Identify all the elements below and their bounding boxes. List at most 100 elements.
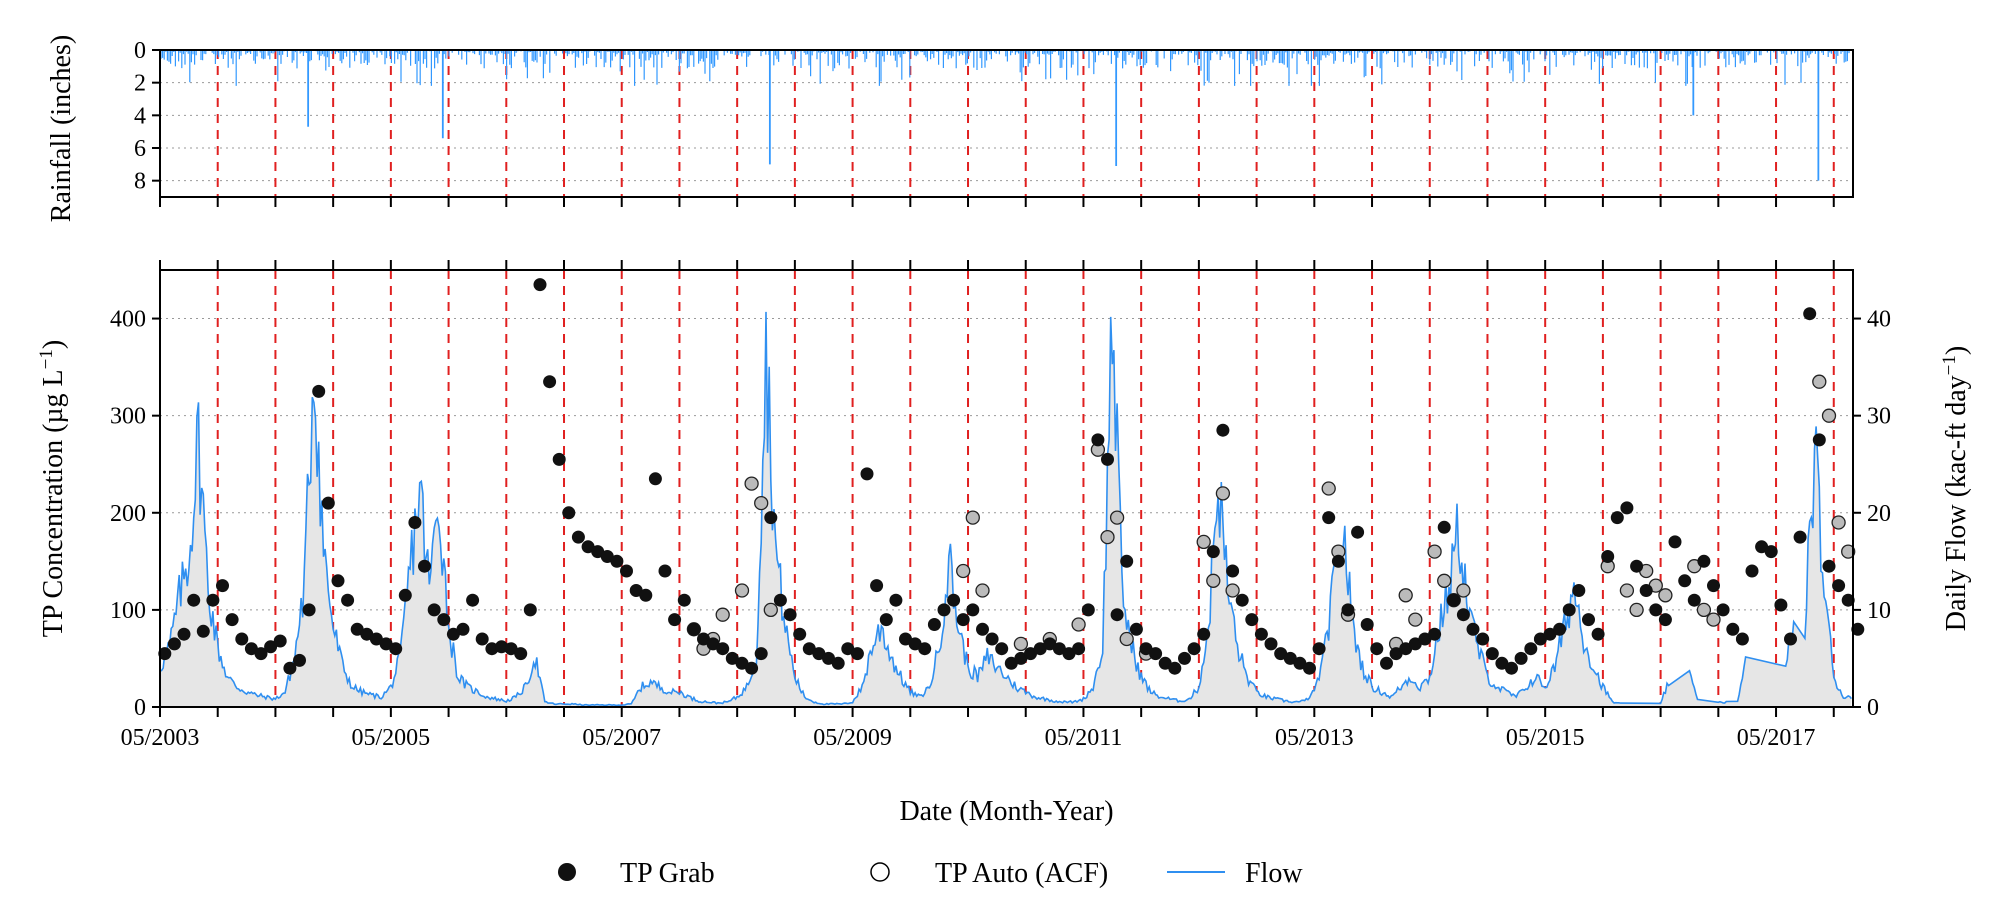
tp-grab-point (1562, 603, 1576, 617)
right-y-tick-label: 30 (1867, 404, 1891, 430)
rainfall-y-tick-label: 2 (134, 71, 146, 97)
tp-grab-point (1553, 622, 1567, 636)
tp-auto-point (1456, 583, 1471, 598)
rainfall-gridlines (160, 82, 1853, 182)
tp-grab-point (1380, 656, 1393, 670)
tp-grab-point (639, 588, 653, 602)
tp-grab-point (629, 584, 643, 597)
tp-grab-point (389, 642, 403, 656)
rainfall-x-ticks (159, 197, 1835, 207)
tp-auto-point (1706, 612, 1721, 627)
tp-grab-point (1774, 598, 1788, 612)
tp-grab-point (1678, 574, 1692, 588)
legend-tp-grab-marker (558, 863, 576, 881)
tp-grab-point (552, 452, 566, 466)
tp-grab-point (745, 661, 759, 675)
tp-grab-point (831, 656, 845, 670)
tp-grab-point (697, 632, 710, 646)
tp-auto-point (1119, 631, 1134, 647)
tp-grab-point (1793, 530, 1807, 544)
tp-grab-point (437, 613, 451, 627)
tp-grab-point (225, 613, 239, 627)
tp-grab-point (187, 593, 201, 607)
tp-grab-point (244, 642, 258, 656)
tp-grab-point (879, 613, 893, 627)
right-y-label-sup: −1 (1939, 355, 1960, 375)
tp-grab-point (235, 632, 249, 646)
x-tick-label: 05/2007 (582, 725, 661, 751)
tp-grab-point (908, 637, 922, 651)
tp-grab-point (1168, 661, 1182, 675)
tp-grab-point (1158, 656, 1172, 670)
tp-grab-point (1601, 550, 1615, 563)
tp-grab-point (456, 622, 470, 636)
tp-grab-point (1620, 501, 1634, 515)
tp-grab-point (302, 603, 316, 617)
tp-grab-point (1245, 613, 1259, 627)
right-y-tick-label: 0 (1867, 695, 1879, 721)
tp-grab-point (1437, 520, 1451, 534)
tp-grab-point (725, 651, 739, 665)
tp-grab-point (850, 647, 864, 661)
tp-grab-point (1735, 632, 1749, 646)
tp-grab-point (1841, 593, 1855, 607)
tp-grab-point (283, 661, 297, 675)
tp-auto-point (956, 563, 971, 579)
tp-grab-point (1004, 656, 1018, 670)
tp-auto-point (1013, 636, 1029, 652)
tp-grab-point (1274, 647, 1288, 661)
tp-grab-point (1322, 511, 1336, 525)
left-y-ticks: 0 100 200 300 400 (110, 307, 160, 721)
tp-grab-point (562, 506, 576, 520)
tp-grab-point (1687, 593, 1701, 607)
tp-grab-point (398, 588, 412, 602)
tp-grab-point (927, 618, 941, 631)
left-y-label-sup: −1 (36, 349, 57, 369)
tp-grab-point (1591, 627, 1605, 641)
tp-grab-point (1476, 632, 1490, 646)
left-y-tick-label: 200 (110, 501, 146, 527)
tp-grab-point (764, 511, 778, 525)
tp-grab-point (1649, 603, 1663, 617)
tp-auto-point (1100, 529, 1115, 545)
tp-grab-point (947, 593, 961, 607)
tp-grab-point (802, 642, 816, 656)
tp-grab-point (475, 632, 489, 646)
tp-grab-point (379, 637, 393, 651)
tp-grab-point (1303, 661, 1316, 675)
tp-auto-point (734, 583, 750, 598)
tp-auto-point (1658, 588, 1673, 603)
tp-grab-point (620, 564, 633, 578)
rainfall-season-boundaries (216, 50, 1835, 197)
tp-auto-point (1225, 583, 1240, 598)
tp-auto-point (1831, 515, 1846, 530)
tp-grab-point (1341, 603, 1355, 617)
tp-auto-point (1812, 374, 1827, 389)
legend-tp-auto-label: TP Auto (ACF) (935, 858, 1108, 889)
tp-grab-point (1707, 579, 1720, 593)
tp-grab-point (1110, 608, 1124, 622)
tp-grab-point (1456, 608, 1470, 622)
tp-grab-point (918, 642, 932, 656)
left-y-label-base: TP Concentration (µg L (38, 369, 69, 637)
tp-grab-point (1524, 642, 1538, 656)
tp-grab-point (668, 613, 682, 627)
tp-auto-point (1109, 510, 1125, 525)
tp-grab-point (1216, 423, 1230, 437)
tp-auto-points (686, 374, 1856, 661)
tp-grab-point (1331, 554, 1345, 568)
tp-grab-point (1360, 618, 1374, 631)
tp-grab-point (216, 579, 229, 593)
right-y-label-end: ) (1941, 346, 1972, 355)
x-tick-label: 05/2005 (352, 725, 431, 751)
tp-auto-point (1071, 617, 1086, 632)
tp-grab-point (1062, 647, 1076, 661)
tp-auto-point (1408, 612, 1423, 627)
left-y-tick-label: 100 (110, 598, 146, 624)
tp-grab-point (293, 653, 306, 667)
tp-grab-point (1254, 627, 1268, 641)
tp-grab-point (1630, 559, 1644, 573)
tp-grab-point (1418, 632, 1432, 646)
tp-grab-point (1312, 642, 1326, 656)
left-y-tick-label: 0 (134, 695, 146, 721)
